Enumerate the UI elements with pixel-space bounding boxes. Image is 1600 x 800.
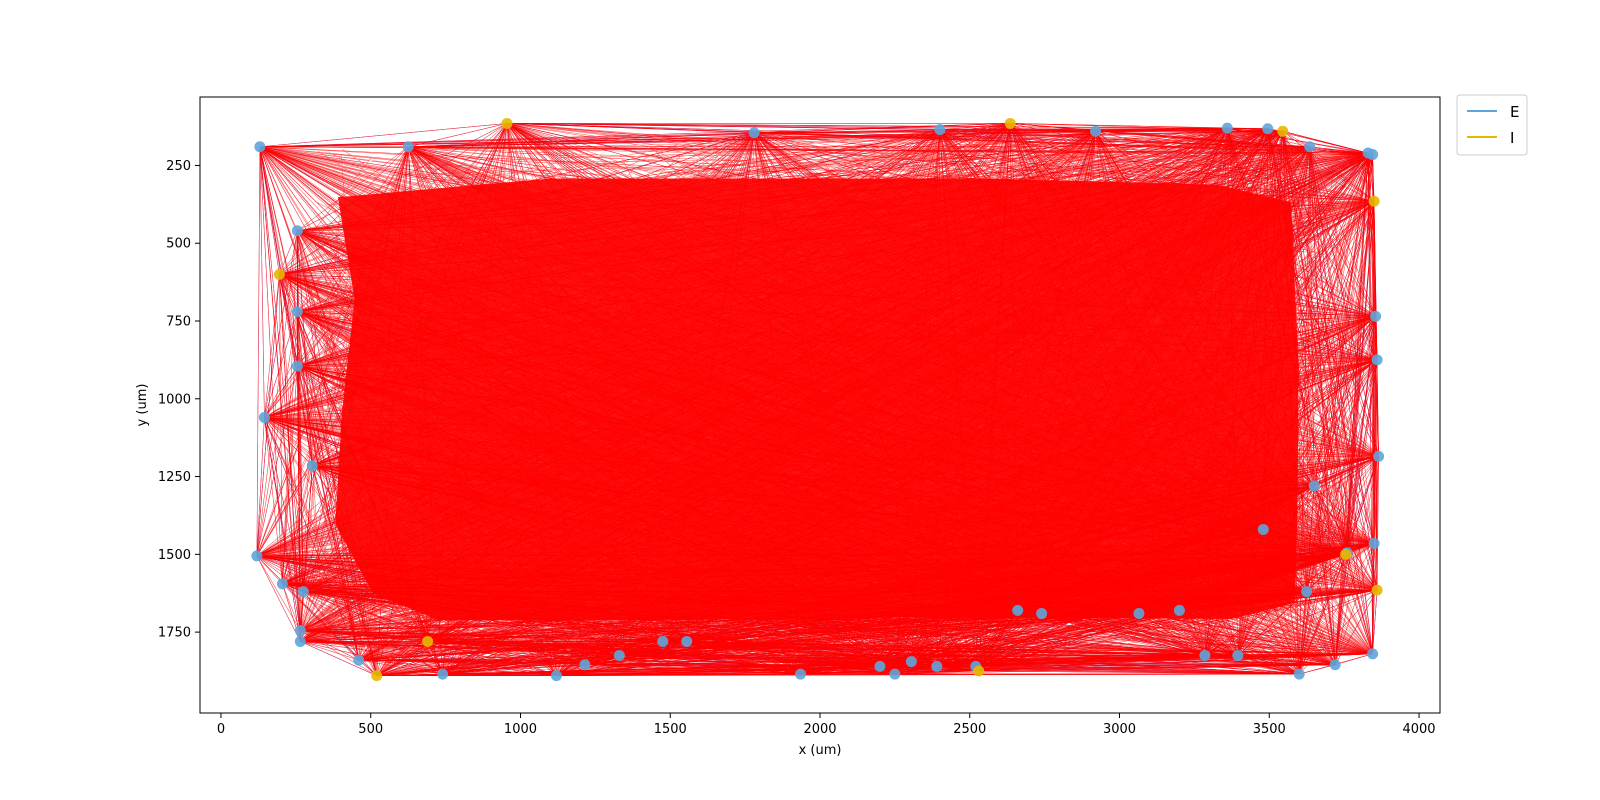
- y-tick-label: 1250: [158, 470, 191, 485]
- x-tick-label: 2500: [953, 722, 986, 737]
- excitatory-neuron-point: [1173, 604, 1185, 616]
- inhibitory-neuron-point: [371, 670, 383, 682]
- excitatory-neuron-point: [889, 668, 901, 680]
- x-tick-label: 1000: [504, 722, 537, 737]
- excitatory-neuron-point: [1368, 537, 1380, 549]
- excitatory-neuron-point: [1367, 648, 1379, 660]
- y-tick-label: 1500: [158, 548, 191, 563]
- excitatory-neuron-point: [1133, 607, 1145, 619]
- excitatory-neuron-point: [1232, 649, 1244, 661]
- excitatory-neuron-point: [579, 659, 591, 671]
- excitatory-neuron-point: [1090, 125, 1102, 137]
- excitatory-neuron-point: [1257, 523, 1269, 535]
- excitatory-neuron-point: [550, 670, 562, 682]
- x-tick-label: 0: [217, 722, 225, 737]
- excitatory-neuron-point: [251, 550, 263, 562]
- excitatory-neuron-point: [294, 635, 306, 647]
- excitatory-neuron-point: [1308, 480, 1320, 492]
- y-tick-label: 1000: [158, 392, 191, 407]
- excitatory-neuron-point: [1036, 607, 1048, 619]
- x-tick-label: 2000: [803, 722, 836, 737]
- excitatory-neuron-point: [1221, 122, 1233, 134]
- inhibitory-neuron-point: [422, 635, 434, 647]
- excitatory-neuron-point: [1262, 123, 1274, 135]
- excitatory-neuron-point: [1373, 450, 1385, 462]
- y-tick-label: 250: [166, 159, 191, 174]
- y-tick-label: 500: [166, 237, 191, 252]
- excitatory-neuron-point: [1329, 659, 1341, 671]
- excitatory-neuron-point: [1371, 354, 1383, 366]
- excitatory-neuron-point: [402, 141, 414, 153]
- excitatory-neuron-point: [1012, 604, 1024, 616]
- excitatory-neuron-point: [297, 586, 309, 598]
- excitatory-neuron-point: [1293, 668, 1305, 680]
- excitatory-neuron-point: [1304, 141, 1316, 153]
- legend-label-e: E: [1510, 103, 1519, 121]
- x-tick-label: 4000: [1402, 722, 1435, 737]
- excitatory-neuron-point: [291, 306, 303, 318]
- inhibitory-neuron-point: [973, 665, 985, 677]
- inhibitory-neuron-point: [1368, 195, 1380, 207]
- legend-label-i: I: [1510, 129, 1514, 147]
- excitatory-neuron-point: [306, 460, 318, 472]
- x-tick-label: 3000: [1103, 722, 1136, 737]
- excitatory-neuron-point: [613, 649, 625, 661]
- x-tick-label: 500: [358, 722, 383, 737]
- inhibitory-edge-mass: [335, 178, 1299, 621]
- neuron-points: [251, 117, 1385, 682]
- excitatory-neuron-point: [254, 141, 266, 153]
- excitatory-neuron-point: [1301, 586, 1313, 598]
- excitatory-neuron-point: [276, 578, 288, 590]
- x-tick-label: 1500: [654, 722, 687, 737]
- excitatory-neuron-point: [353, 654, 365, 666]
- excitatory-neuron-point: [1367, 149, 1379, 161]
- inhibitory-neuron-point: [1371, 584, 1383, 596]
- excitatory-neuron-point: [258, 411, 270, 423]
- excitatory-neuron-point: [294, 625, 306, 637]
- plot-area: [199, 96, 1441, 714]
- inhibitory-neuron-point: [273, 268, 285, 280]
- connection-edges: [256, 123, 1379, 676]
- excitatory-neuron-point: [291, 225, 303, 237]
- excitatory-neuron-point: [748, 127, 760, 139]
- y-tick-label: 1750: [158, 626, 191, 641]
- inhibitory-neuron-point: [1277, 125, 1289, 137]
- y-axis: 250 500 750 1000 1250 1500 1750: [158, 159, 200, 641]
- excitatory-neuron-point: [1370, 310, 1382, 322]
- excitatory-neuron-point: [291, 360, 303, 372]
- inhibitory-neuron-point: [1340, 548, 1352, 560]
- excitatory-neuron-point: [874, 660, 886, 672]
- excitatory-neuron-point: [905, 656, 917, 668]
- y-tick-label: 750: [166, 315, 191, 330]
- x-axis-label: x (um): [799, 743, 842, 758]
- x-axis: 0 500 1000 1500 2000 2500 3000 3500 4000: [217, 713, 1436, 737]
- excitatory-neuron-point: [437, 668, 449, 680]
- excitatory-neuron-point: [1199, 649, 1211, 661]
- excitatory-neuron-point: [657, 635, 669, 647]
- legend: E I: [1456, 94, 1528, 156]
- y-axis-label: y (um): [135, 384, 150, 427]
- excitatory-neuron-point: [934, 124, 946, 136]
- x-tick-label: 3500: [1253, 722, 1286, 737]
- excitatory-neuron-point: [931, 660, 943, 672]
- inhibitory-neuron-point: [501, 117, 513, 129]
- excitatory-neuron-point: [795, 668, 807, 680]
- inhibitory-neuron-point: [1004, 117, 1016, 129]
- excitatory-neuron-point: [681, 635, 693, 647]
